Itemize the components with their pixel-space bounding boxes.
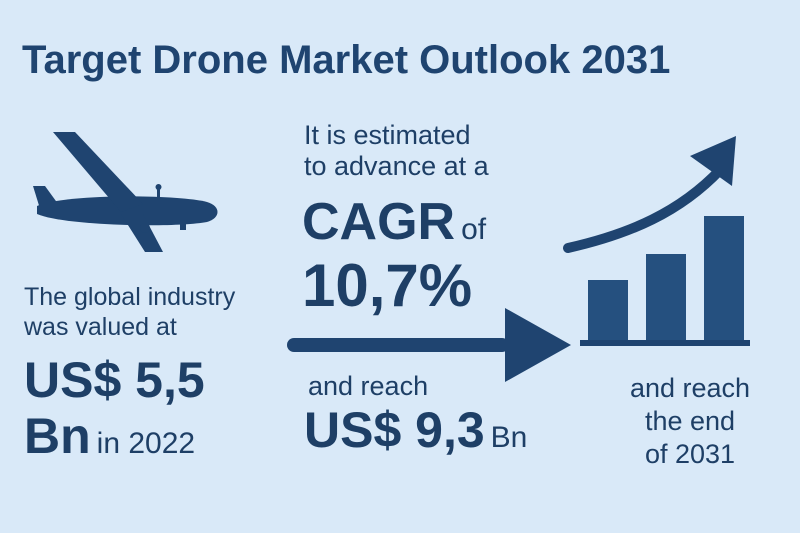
cagr-of: of <box>461 213 487 246</box>
right-arrow-icon <box>287 308 571 382</box>
end-value-amount: US$ 9,3 <box>304 402 485 458</box>
drone-icon <box>33 132 218 252</box>
estimate-line-2: to advance at a <box>304 151 489 181</box>
end-label: and reach the end of 2031 <box>600 372 780 471</box>
trend-arrow-line <box>563 165 725 253</box>
end-value-unit: Bn <box>490 421 528 454</box>
end-value: US$ 9,3 Bn <box>304 402 527 466</box>
start-value: US$ 5,5 Bn in 2022 <box>24 352 284 472</box>
intro-line-1: The global industry <box>24 283 236 311</box>
end-line-1: and reach <box>629 373 751 403</box>
bar-2 <box>646 254 686 342</box>
estimate-label: It is estimated to advance at a <box>304 120 544 182</box>
cagr-rate: 10,7% <box>302 252 473 319</box>
baseline <box>580 340 750 346</box>
growth-chart-icon <box>563 136 750 346</box>
bar-1 <box>588 280 628 342</box>
estimate-line-1: It is estimated <box>304 120 471 150</box>
start-year: in 2022 <box>96 427 196 460</box>
cagr-label: CAGR <box>302 193 456 251</box>
reach-label: and reach <box>308 371 429 401</box>
cagr-heading: CAGR of <box>302 192 486 260</box>
end-line-3: of 2031 <box>644 439 736 469</box>
global-industry-label: The global industry was valued at <box>24 282 284 342</box>
trend-arrow-head <box>690 136 736 186</box>
bar-3 <box>704 216 744 342</box>
start-value-amount: US$ 5,5 <box>24 352 205 408</box>
page-title: Target Drone Market Outlook 2031 <box>22 38 671 82</box>
intro-line-2: was valued at <box>24 313 177 341</box>
end-line-2: the end <box>644 406 736 436</box>
start-value-unit: Bn <box>24 408 91 464</box>
